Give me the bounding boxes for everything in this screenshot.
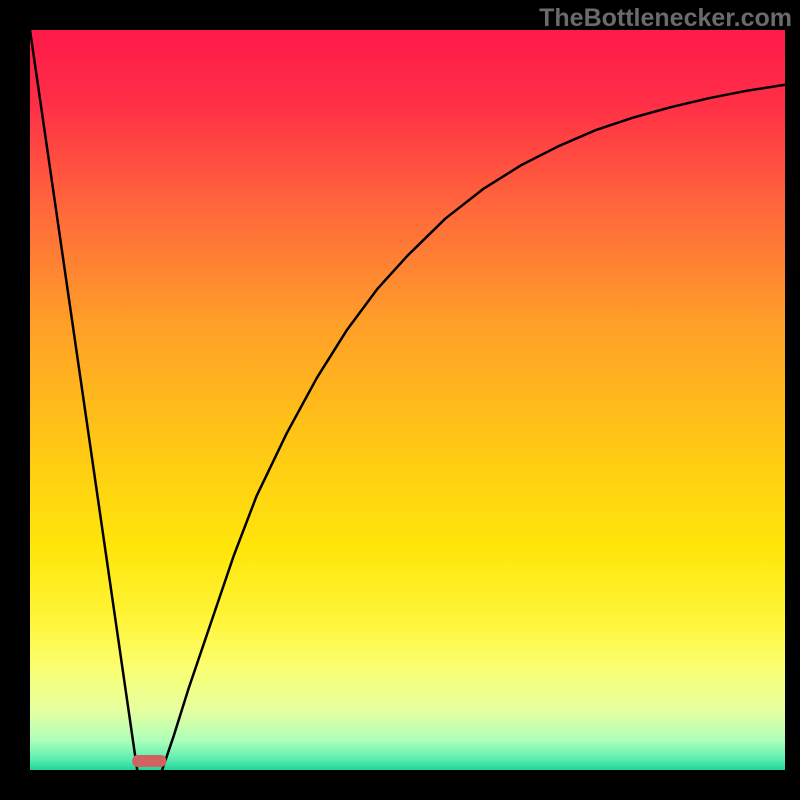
bottleneck-chart: TheBottlenecker.com [0,0,800,800]
chart-svg [0,0,800,800]
plot-background [30,30,785,770]
watermark-text: TheBottlenecker.com [539,4,792,33]
optimal-marker [132,755,166,767]
